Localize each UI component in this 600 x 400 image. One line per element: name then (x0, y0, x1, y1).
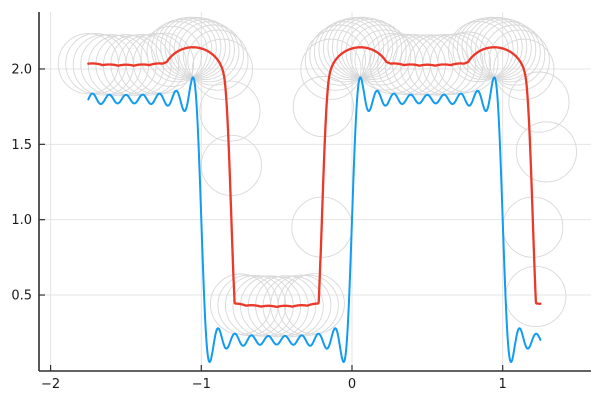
rolling-circle (140, 25, 202, 87)
axes: −2 −1 0 1 0.5 1.0 1.5 2.0 (11, 12, 591, 392)
rolling-circle (151, 18, 213, 80)
rolling-circle (304, 29, 366, 91)
rolling-circle (508, 71, 570, 133)
y-tick-label: 0.5 (11, 289, 32, 304)
rolling-circle (199, 80, 261, 142)
rolling-circle (318, 18, 380, 81)
rolling-circle (182, 24, 244, 86)
rolling-circle (515, 121, 577, 183)
rolling-circle (292, 76, 354, 138)
rolling-circle (309, 24, 371, 86)
rolling-circle (133, 32, 195, 94)
rolling-circle (187, 29, 249, 91)
series-rolling-disk-center-locus-path (87, 46, 542, 309)
rolling-circle (484, 24, 546, 86)
rolling-circle (452, 18, 514, 80)
rolling-circle (341, 18, 403, 80)
rolling-circle (191, 38, 253, 100)
rolling-circle (277, 274, 339, 336)
rolling-circle (350, 24, 412, 86)
rolling-circle (488, 29, 550, 91)
y-tick-label: 1.0 (11, 213, 32, 228)
rolling-circle (173, 18, 235, 81)
rolling-circle (336, 17, 398, 79)
series-fourier-partial-sum-path (87, 76, 542, 363)
x-tick-label: 1 (499, 377, 507, 392)
rolling-circle (300, 38, 362, 100)
x-tick-label: 0 (348, 377, 356, 392)
y-tick-label: 2.0 (11, 62, 32, 77)
y-tick-label: 1.5 (11, 138, 32, 153)
rolling-circle (169, 17, 231, 79)
x-tick-label: −2 (41, 377, 60, 392)
rolling-circle (470, 17, 532, 79)
x-tick-label: −1 (192, 377, 211, 392)
rolling-circle (437, 31, 499, 93)
rolling-circle (475, 18, 537, 81)
rolling-circle (493, 38, 555, 100)
rolling-circle (283, 273, 345, 335)
